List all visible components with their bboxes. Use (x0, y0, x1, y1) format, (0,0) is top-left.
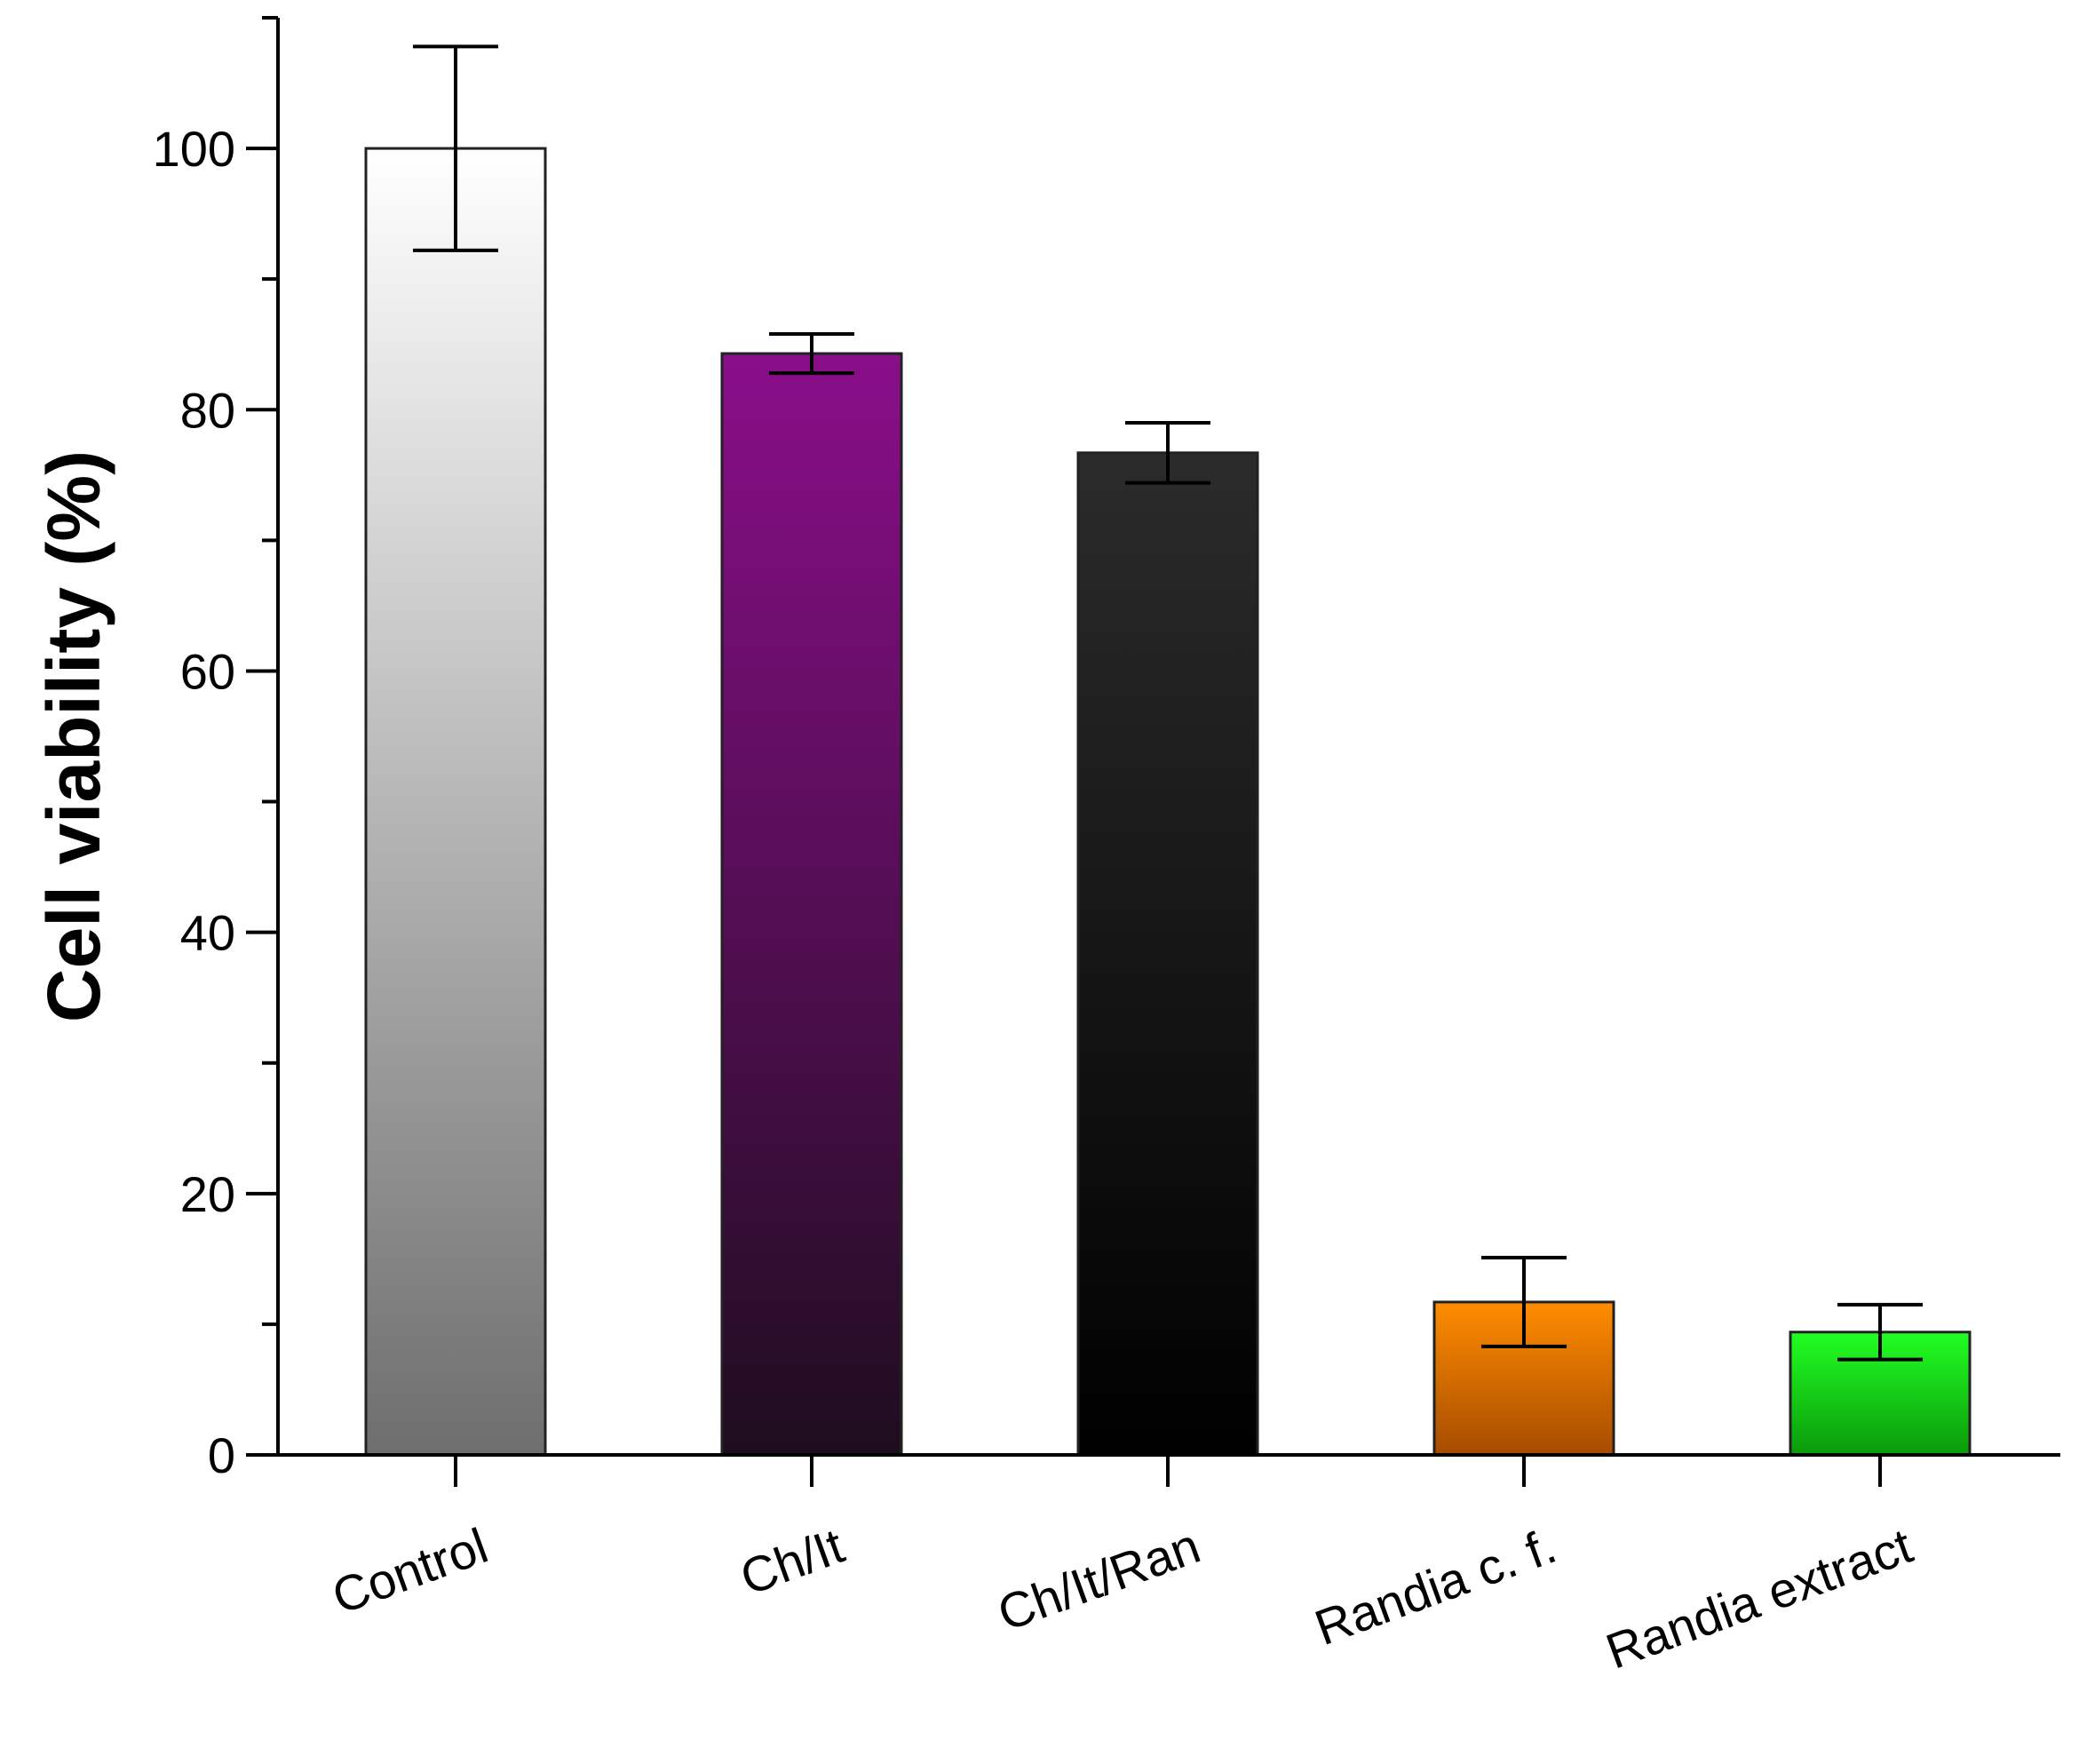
bars-layer (364, 147, 1972, 1457)
y-tick-label: 80 (180, 382, 235, 438)
x-tick-label: Control (325, 1517, 495, 1625)
x-tick-label: Randia c. f. (1307, 1517, 1563, 1656)
y-tick-label: 0 (208, 1427, 235, 1483)
y-tick-label: 100 (153, 121, 235, 177)
error-bar (769, 331, 854, 376)
x-tick-label: Ch/It/Ran (990, 1517, 1207, 1641)
error-bar (1837, 1302, 1923, 1362)
x-tick-label: Ch/It (733, 1517, 851, 1606)
error-bar (1481, 1255, 1567, 1348)
y-tick-label: 60 (180, 643, 235, 699)
error-bars-layer (413, 44, 1923, 1362)
x-tick-label: Randia extract (1599, 1517, 1919, 1680)
x-ticks: Control Ch/It Ch/It/Ran Randia c. f. Randia … (325, 1455, 1920, 1680)
bar-ch-it-ran (1076, 451, 1259, 1457)
y-tick-label: 40 (180, 905, 235, 961)
y-axis-title: Cell viability (%) (32, 450, 115, 1022)
y-tick-label: 20 (180, 1166, 235, 1222)
bar-ch-it (720, 352, 903, 1457)
y-ticks: 0 20 40 60 80 100 (153, 16, 278, 1483)
bar-control (364, 147, 547, 1457)
error-bar (413, 44, 498, 252)
error-bar (1125, 420, 1210, 485)
